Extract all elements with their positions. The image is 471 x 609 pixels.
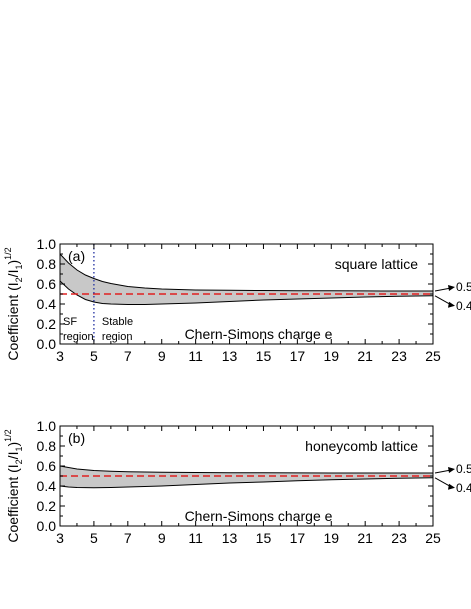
panel-label: (a)	[68, 248, 85, 264]
x-tick-label: 11	[188, 530, 203, 546]
upper-end-arrow	[434, 287, 452, 292]
lower-bound-curve	[59, 477, 434, 489]
y-axis-label: Coefficient (I2/I1)1/2	[3, 247, 24, 360]
x-tick-label: 19	[323, 348, 339, 364]
y-tick-label: 0.2	[37, 316, 57, 332]
x-axis-ticks: 3 5 7 9 11 13 15 17 19 21 23 25	[56, 426, 441, 546]
y-axis-ticks: 0.0 0.2 0.4 0.6 0.8 1.0	[37, 418, 433, 534]
x-tick-label: 23	[391, 530, 407, 546]
lower-end-arrow	[434, 477, 452, 488]
chart-title: honeycomb lattice	[305, 438, 418, 454]
x-tick-label: 21	[357, 530, 373, 546]
chart-title: square lattice	[335, 256, 418, 272]
lower-end-arrowhead	[448, 483, 455, 490]
y-tick-label: 0.8	[37, 256, 57, 272]
y-tick-label: 0.4	[37, 478, 57, 494]
upper-end-arrow	[434, 469, 452, 474]
x-tick-label: 23	[391, 348, 407, 364]
lower-end-label: 0.4	[456, 299, 471, 313]
y-tick-label: 0.4	[37, 296, 57, 312]
x-tick-label: 25	[425, 530, 441, 546]
gap-band	[60, 254, 433, 305]
y-tick-label: 0.8	[37, 438, 57, 454]
gap-band	[60, 466, 433, 488]
upper-end-label: 0.5	[456, 280, 471, 294]
x-tick-label: 9	[158, 530, 166, 546]
x-tick-label: 7	[124, 530, 132, 546]
x-tick-label: 17	[290, 348, 306, 364]
y-tick-label: 1.0	[37, 236, 57, 252]
chart-panel-honeycomb-lattice: 3 5 7 9 11 13 15 17 19 21 23 25 0.00.20.40.60.81.0 …	[3, 418, 471, 546]
y-tick-label: 0.0	[37, 518, 57, 534]
y-axis-label: Coefficient (I2/I1)1/2	[3, 429, 24, 542]
svg-text:Coefficient (I2/I1)1/2: Coefficient (I2/I1)1/2	[3, 429, 24, 542]
upper-end-arrowhead	[448, 285, 455, 291]
sf-region-label-line2: region	[63, 331, 94, 343]
x-tick-label: 19	[323, 530, 339, 546]
x-tick-label: 5	[90, 348, 98, 364]
svg-text:Coefficient (I2/I1)1/2: Coefficient (I2/I1)1/2	[3, 247, 24, 360]
x-axis-label: Chern-Simons charge e	[185, 508, 333, 524]
x-tick-label: 11	[188, 348, 203, 364]
x-tick-label: 13	[222, 348, 238, 364]
x-tick-label: 3	[56, 348, 64, 364]
x-tick-label: 25	[425, 348, 441, 364]
lower-end-arrowhead	[448, 301, 455, 308]
lower-end-arrow	[434, 295, 452, 306]
lower-end-label: 0.4	[456, 481, 471, 495]
y-tick-label: 0.6	[37, 458, 57, 474]
x-tick-label: 9	[158, 348, 166, 364]
upper-bound-curve	[59, 253, 433, 292]
x-tick-label: 17	[290, 530, 306, 546]
x-tick-label: 21	[357, 348, 373, 364]
x-axis-ticks: 3 5 7 9 11 13 15 17 19 21 23 25	[56, 244, 441, 364]
x-tick-label: 3	[56, 530, 64, 546]
x-axis-label: Chern-Simons charge e	[185, 326, 333, 342]
y-tick-label: 0.6	[37, 276, 57, 292]
upper-bound-curve	[59, 465, 433, 474]
x-tick-label: 5	[90, 530, 98, 546]
upper-end-arrowhead	[448, 467, 455, 473]
x-tick-label: 7	[124, 348, 132, 364]
upper-end-label: 0.5	[456, 462, 471, 476]
chart-panel-square-lattice: 3 5 7 9 11 13 15 17 19 21 23 25 0.00.20.40.60.81.0 …	[3, 236, 471, 364]
stable-region-label-line2: region	[102, 331, 133, 343]
x-tick-label: 15	[256, 348, 272, 364]
stable-region-label: Stable	[102, 316, 133, 328]
sf-region-label: SF	[63, 316, 77, 328]
y-tick-label: 0.0	[37, 336, 57, 352]
y-tick-label: 1.0	[37, 418, 57, 434]
x-tick-label: 15	[256, 530, 272, 546]
lower-bound-curve	[59, 280, 434, 305]
y-axis-ticks: 0.0 0.2 0.4 0.6 0.8 1.0	[37, 236, 433, 352]
x-tick-label: 13	[222, 530, 238, 546]
y-tick-label: 0.2	[37, 498, 57, 514]
panel-label: (b)	[68, 430, 85, 446]
